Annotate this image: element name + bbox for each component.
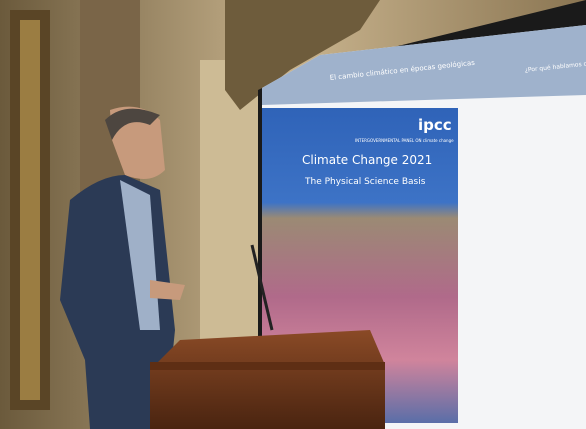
pillar-detail: [20, 20, 40, 400]
photo: El cambio climático en épocas geológicas…: [0, 0, 586, 429]
cover-logo: ipcc: [418, 116, 452, 134]
podium: [150, 330, 385, 429]
cover-org: INTERGOVERNMENTAL PANEL ON climate chang…: [355, 138, 454, 143]
cover-title: Climate Change 2021: [302, 153, 432, 167]
cover-subtitle: The Physical Science Basis: [304, 177, 426, 187]
column: [200, 60, 260, 380]
podium-ledge: [150, 362, 385, 370]
